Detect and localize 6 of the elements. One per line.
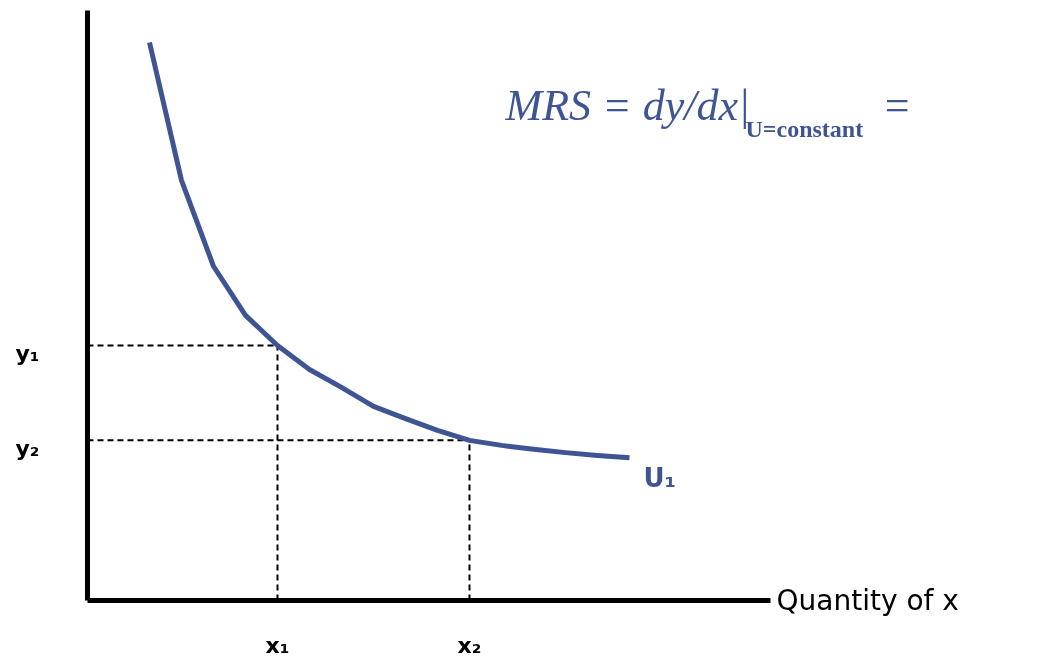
ref-line-label: y₂	[15, 435, 40, 461]
series-label: U₁	[643, 462, 676, 493]
ref-line-label: y₁	[15, 340, 40, 366]
x-axis-title: Quantity of x	[776, 584, 959, 617]
x-tick-label: x₁	[265, 632, 290, 658]
x-tick-label: x₂	[457, 632, 482, 658]
